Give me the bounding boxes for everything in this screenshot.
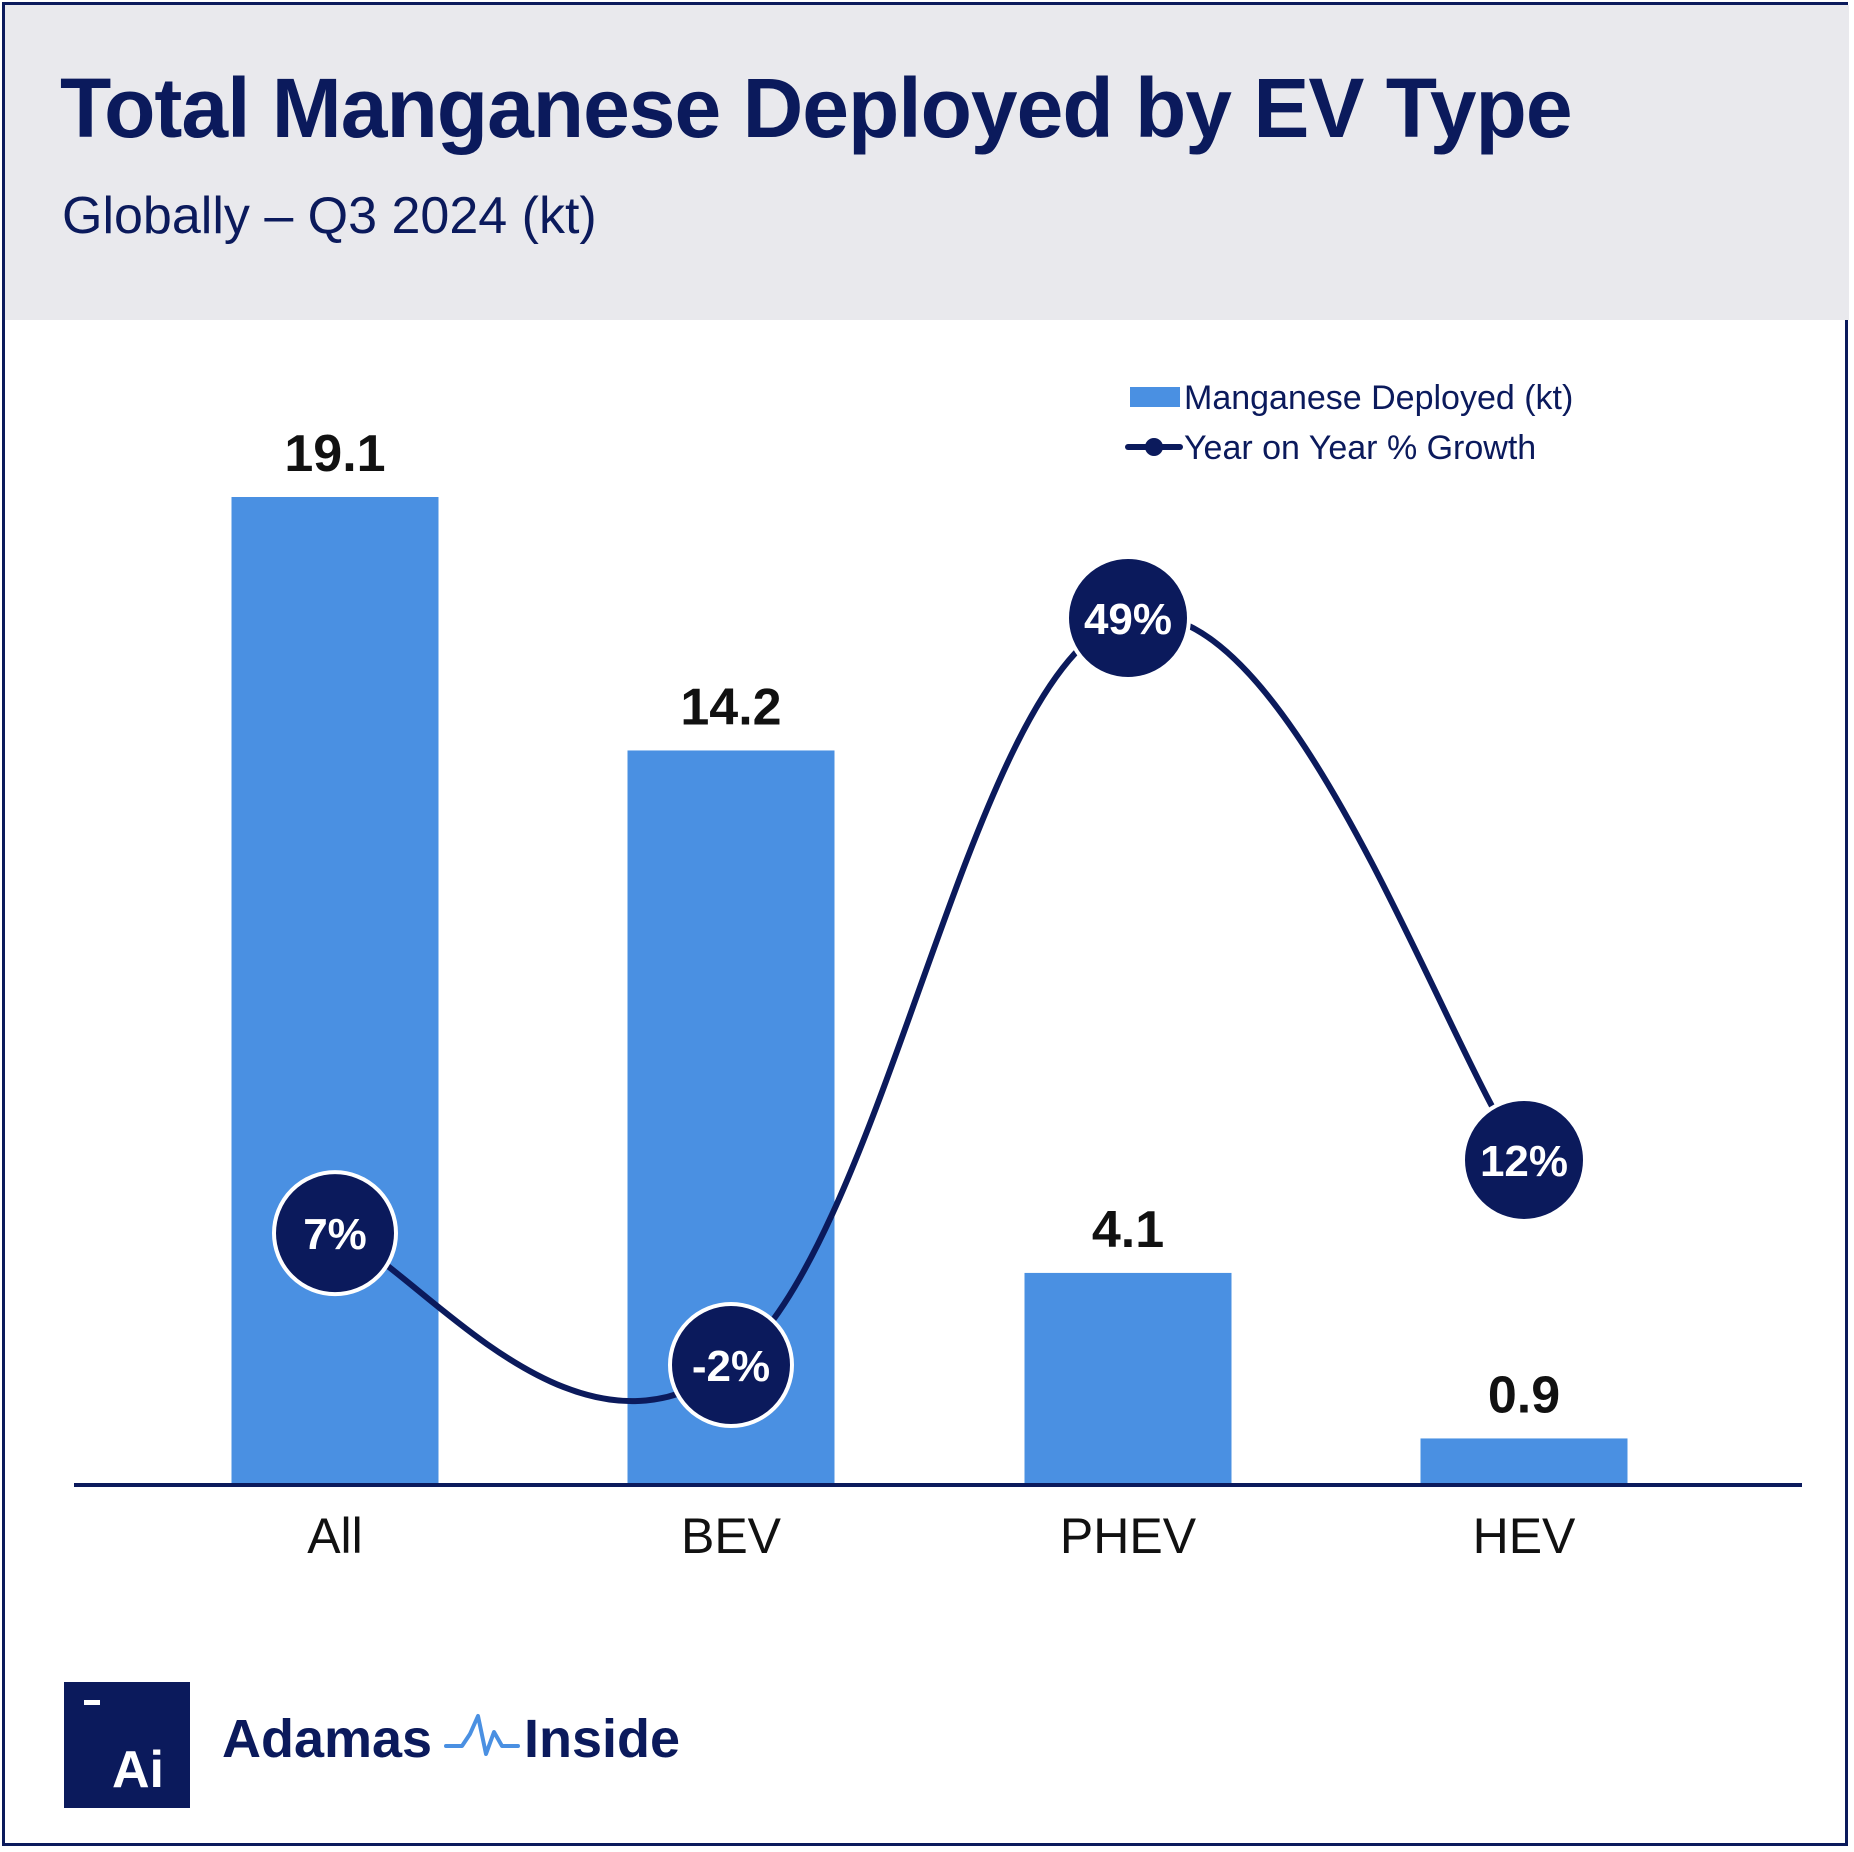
bar-all (231, 497, 439, 1485)
x-tick-label: HEV (1473, 1508, 1576, 1564)
growth-label: 12% (1480, 1137, 1568, 1186)
pulse-icon (444, 1714, 520, 1756)
legend-label-bar: Manganese Deployed (kt) (1184, 379, 1573, 417)
legend-swatch-marker (1145, 438, 1163, 456)
bar-phev (1024, 1272, 1232, 1485)
growth-label: 49% (1084, 595, 1172, 644)
logo-dash (84, 1700, 100, 1705)
legend-label-line: Year on Year % Growth (1184, 429, 1536, 467)
legend-swatch-bar (1130, 387, 1180, 407)
logo-text: Ai (112, 1741, 164, 1799)
bar-value-label: 0.9 (1488, 1366, 1560, 1424)
growth-label: -2% (692, 1342, 770, 1391)
bar-value-label: 4.1 (1092, 1201, 1164, 1259)
brand-name-right: Inside (524, 1709, 681, 1769)
growth-label: 7% (303, 1210, 367, 1259)
brand-name-left: Adamas (222, 1709, 433, 1769)
bar-value-label: 14.2 (680, 678, 781, 736)
growth-marker (668, 1302, 794, 1428)
chart-subtitle: Globally – Q3 2024 (kt) (62, 187, 597, 245)
growth-line (332, 612, 1527, 1405)
growth-marker (272, 1170, 398, 1297)
header-band (5, 5, 1849, 320)
bar-value-label: 19.1 (284, 425, 385, 483)
x-tick-label: All (307, 1508, 363, 1564)
x-tick-label: BEV (681, 1508, 782, 1564)
adamas-logo: Ai (64, 1682, 190, 1808)
chart-title: Total Manganese Deployed by EV Type (60, 61, 1573, 155)
growth-marker (1065, 555, 1191, 681)
growth-marker (1461, 1096, 1587, 1223)
bar-hev (1420, 1438, 1628, 1485)
x-tick-label: PHEV (1060, 1508, 1197, 1564)
